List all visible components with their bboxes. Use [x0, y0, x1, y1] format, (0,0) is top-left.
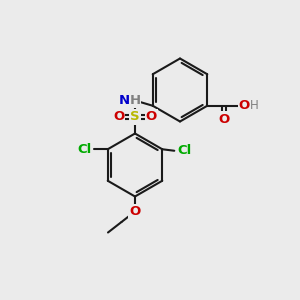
Text: S: S: [130, 110, 140, 124]
Text: Cl: Cl: [177, 144, 191, 157]
Text: O: O: [129, 205, 141, 218]
Text: O: O: [113, 110, 124, 124]
Text: O: O: [218, 113, 230, 126]
Text: Cl: Cl: [77, 143, 91, 156]
Text: H: H: [250, 99, 259, 112]
Text: H: H: [130, 94, 141, 107]
Text: N: N: [118, 94, 130, 107]
Text: O: O: [239, 99, 250, 112]
Text: O: O: [146, 110, 157, 124]
